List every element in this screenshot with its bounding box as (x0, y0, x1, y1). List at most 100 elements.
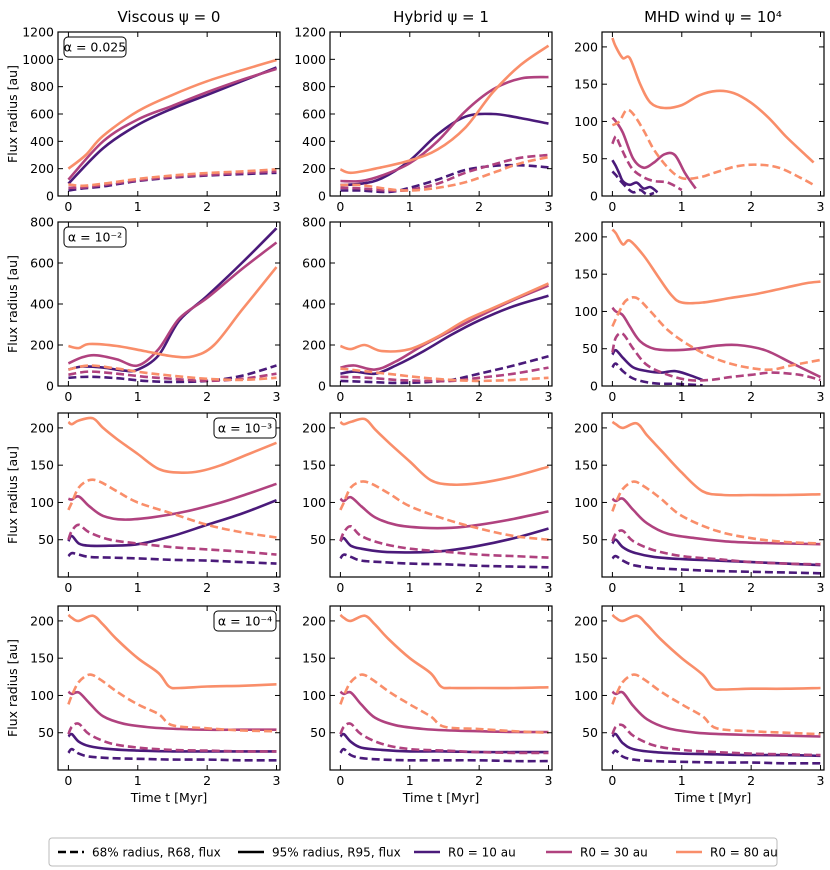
series-line-R68-R0-80 (611, 480, 821, 545)
series-line-R95-R0-80 (611, 228, 821, 305)
x-tick-label: 1 (406, 580, 414, 595)
x-tick-label: 2 (747, 389, 755, 404)
x-tick-label: 1 (678, 389, 686, 404)
y-tick-label: 0 (46, 379, 54, 394)
series-line-R68-R0-80 (339, 673, 549, 734)
y-tick-label: 50 (310, 725, 326, 740)
panel-r3-c0: 50 100 150 200 0 1 2 3 Flux radius [au] Time t [M… (5, 605, 281, 805)
y-tick-label: 150 (574, 267, 598, 282)
series-line-R95-R0-10 (611, 732, 821, 758)
series-line-R68-R0-30 (339, 722, 549, 755)
series-line-R95-R0-30 (611, 690, 821, 738)
x-tick-label: 0 (336, 580, 344, 595)
y-axis-label: Flux radius [au] (5, 639, 20, 737)
series-group (67, 227, 278, 384)
y-tick-label: 150 (30, 458, 54, 473)
y-tick-label: 50 (582, 532, 598, 547)
series-line-R95-R0-80 (339, 613, 549, 690)
series-line-R68-R0-30 (68, 170, 277, 190)
x-tick-label: 1 (134, 580, 142, 595)
series-line-R95-R0-80 (611, 613, 821, 691)
y-tick-label: 200 (30, 161, 54, 176)
series-line-R68-R0-80 (611, 673, 821, 736)
series-group (339, 44, 550, 194)
series-line-R95-R0-10 (339, 732, 549, 754)
y-tick-label: 0 (318, 189, 326, 204)
x-tick-label: 1 (678, 580, 686, 595)
panel-r1-c0: 0 200 400 600 800 0 1 2 3 Flux radius [au] α = 10⁻… (5, 215, 281, 404)
series-line-R68-R0-10 (611, 554, 821, 575)
alpha-label: α = 10⁻⁴ (218, 614, 272, 629)
y-tick-label: 100 (574, 495, 598, 510)
panel-frame (57, 605, 281, 771)
series-line-R95-R0-80 (611, 420, 821, 497)
y-tick-label: 150 (574, 458, 598, 473)
panel-frame (601, 605, 825, 771)
panel-frame (601, 221, 825, 387)
series-line-R68-R0-30 (67, 722, 277, 753)
legend: 68% radius, R68, flux 95% radius, R95, fl… (48, 837, 778, 867)
y-tick-label: 1000 (294, 52, 326, 67)
y-tick-label: 0 (590, 189, 598, 204)
series-line-R68-R0-80 (340, 155, 549, 192)
y-tick-label: 50 (38, 725, 54, 740)
y-tick-label: 200 (302, 420, 326, 435)
series-group (611, 420, 821, 575)
y-tick-label: 1200 (294, 25, 326, 40)
panel-frame (601, 31, 825, 197)
series-line-R95-R0-30 (611, 497, 821, 546)
series-line-R68-R0-30 (611, 723, 821, 757)
legend-label: R0 = 30 au (580, 846, 648, 860)
x-tick-label: 0 (336, 389, 344, 404)
series-line-R68-R0-10 (68, 364, 277, 384)
panel-r2-c1: 50 100 150 200 0 1 2 3 (302, 412, 553, 595)
series-line-R95-R0-80 (67, 416, 277, 475)
panel-r0-c2: 0 50 100 150 200 0 1 2 3 MHD wind ψ = 10⁴ (574, 8, 825, 214)
x-tick-label: 3 (273, 199, 281, 214)
y-tick-label: 150 (302, 458, 326, 473)
x-tick-label: 2 (203, 199, 211, 214)
y-tick-label: 800 (302, 215, 326, 230)
series-line-R95-R0-30 (67, 482, 277, 521)
y-tick-label: 100 (574, 114, 598, 129)
x-tick-label: 3 (273, 580, 281, 595)
x-tick-label: 2 (203, 389, 211, 404)
x-tick-label: 1 (134, 199, 142, 214)
y-axis-label: Flux radius [au] (5, 65, 20, 163)
panel-r1-c1: 0 200 400 600 800 0 1 2 3 (302, 215, 553, 404)
series-line-R68-R0-10 (339, 747, 549, 763)
series-line-R95-R0-80 (67, 58, 277, 170)
panel-r1-c2: 0 50 100 150 200 0 1 2 3 (574, 221, 825, 404)
series-line-R68-R0-80 (611, 108, 815, 186)
x-tick-label: 1 (406, 199, 414, 214)
x-tick-label: 2 (475, 389, 483, 404)
series-line-R68-R0-80 (611, 295, 821, 372)
series-line-R95-R0-10 (67, 498, 277, 548)
y-tick-label: 100 (30, 688, 54, 703)
x-tick-label: 0 (608, 199, 616, 214)
series-line-R68-R0-80 (339, 480, 549, 541)
alpha-label: α = 0.025 (64, 40, 126, 55)
series-group (67, 58, 277, 192)
series-line-R95-R0-80 (339, 417, 549, 487)
alpha-box (63, 226, 127, 248)
series-line-R68-R0-10 (611, 749, 821, 765)
series-line-R95-R0-30 (611, 116, 697, 190)
y-tick-label: 150 (574, 77, 598, 92)
x-tick-label: 0 (336, 199, 344, 214)
alpha-label: α = 10⁻³ (218, 421, 272, 436)
x-tick-label: 0 (608, 773, 616, 788)
y-tick-label: 100 (30, 495, 54, 510)
series-line-R95-R0-10 (611, 159, 659, 194)
series-line-R68-R0-10 (340, 163, 549, 194)
y-tick-label: 400 (302, 134, 326, 149)
x-tick-label: 0 (64, 773, 72, 788)
x-axis-label: Time t [Myr] (402, 790, 480, 805)
panel-frame (601, 412, 825, 578)
y-tick-label: 200 (30, 338, 54, 353)
x-tick-label: 2 (475, 580, 483, 595)
y-tick-label: 0 (318, 379, 326, 394)
series-group (339, 613, 549, 763)
series-group (67, 416, 277, 565)
